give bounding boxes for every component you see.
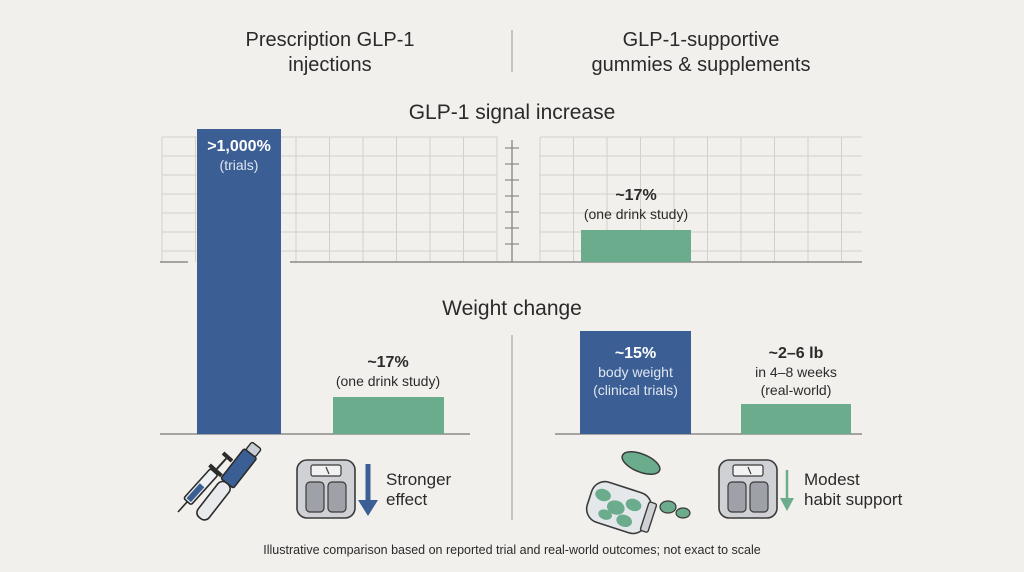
bar-weight-injections	[580, 331, 691, 434]
footer-note: Illustrative comparison based on reporte…	[263, 543, 761, 557]
weight-supplements-value: ~2–6 lb	[768, 345, 824, 362]
signal-injections-value: >1,000%	[207, 138, 271, 155]
syringe-icon	[177, 451, 234, 513]
right-column-title: GLP-1-supportive gummies & supplements	[591, 29, 811, 76]
signal-section-title: GLP-1 signal increase	[408, 101, 616, 124]
weight-injections-line3: (clinical trials)	[593, 382, 678, 398]
weight-injections-value: ~15%	[614, 345, 657, 362]
one-drink-left-label: ~17% (one drink study)	[308, 354, 468, 390]
bar-one-drink-left	[333, 397, 444, 434]
signal-supplements-note: (one drink study)	[583, 206, 689, 222]
one-drink-left-note: (one drink study)	[335, 373, 441, 389]
gummies-jar-icon	[585, 451, 691, 535]
down-arrow-icon	[358, 464, 378, 516]
weight-supplements-line3: (real-world)	[760, 382, 832, 398]
weight-injections-line2: body weight	[598, 364, 673, 380]
right-caption: Modest habit support	[804, 470, 903, 509]
signal-injections-label: >1,000% (trials)	[197, 138, 281, 174]
bar-signal-supplements	[581, 230, 691, 262]
pen-injector-icon	[196, 441, 262, 521]
signal-axis-ticks	[505, 147, 519, 245]
bar-weight-supplements	[741, 404, 851, 434]
weight-section-title: Weight change	[442, 297, 582, 320]
signal-supplements-label: ~17% (one drink study)	[556, 187, 716, 223]
weight-supplements-line2: in 4–8 weeks	[755, 364, 837, 380]
signal-injections-note: (trials)	[219, 157, 259, 173]
left-column-title: Prescription GLP-1 injections	[245, 29, 415, 76]
one-drink-left-value: ~17%	[367, 354, 409, 371]
left-caption: Stronger effect	[386, 470, 452, 509]
scale-icon	[296, 459, 356, 519]
weight-supplements-label: ~2–6 lb in 4–8 weeks (real-world)	[726, 345, 866, 399]
weight-injections-label: ~15% body weight (clinical trials)	[580, 345, 691, 399]
scale-icon	[718, 459, 778, 519]
signal-supplements-value: ~17%	[615, 187, 657, 204]
down-arrow-icon	[780, 470, 794, 511]
bar-signal-injections	[197, 129, 281, 434]
